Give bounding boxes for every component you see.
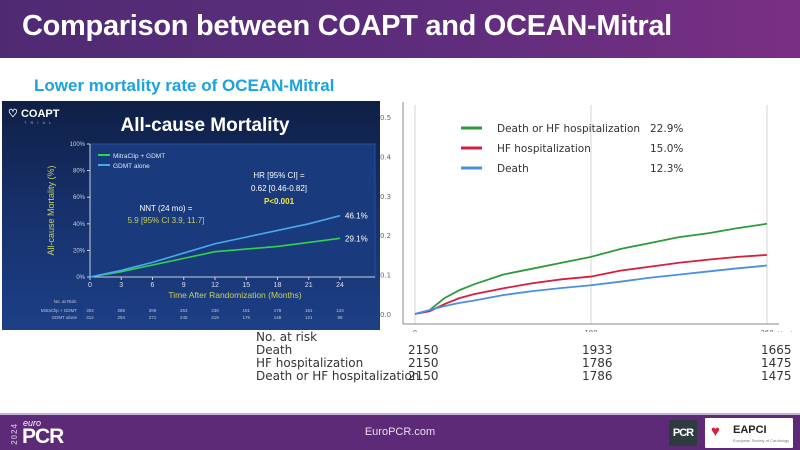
eapci-logo: ♥ EAPCI European Society of Cardiology bbox=[705, 418, 793, 448]
x-tick-label: 180 bbox=[584, 329, 597, 332]
coapt-chart-svg: 0% 20% 40% 60% 80% 100% 0 3 6 9 12 15 18 21 24 Time Aft… bbox=[41, 142, 376, 320]
risk-cell: 88 bbox=[337, 315, 343, 320]
x-tick-label: 6 bbox=[151, 282, 155, 289]
heart-check-icon: ♡ bbox=[8, 108, 18, 120]
x-axis-label: Time After Randomization (Months) bbox=[168, 290, 302, 300]
y-tick-label: 0% bbox=[76, 275, 85, 281]
risk-cell: 2150 bbox=[408, 356, 439, 370]
risk-cell: 253 bbox=[180, 308, 188, 313]
risk-row-label: GDMT alone bbox=[52, 315, 78, 320]
risk-cell: 191 bbox=[242, 308, 250, 313]
europcr-pcr: PCR bbox=[22, 425, 64, 448]
legend-label: Death bbox=[497, 163, 529, 175]
y-tick-label: 0.1 bbox=[380, 272, 391, 280]
x-axis-unit: (days) bbox=[777, 331, 793, 332]
y-axis-label: All-cause Mortality (%) bbox=[46, 165, 56, 255]
risk-cell: 176 bbox=[242, 315, 250, 320]
ocean-chart-svg: 0 180 360 (days) 0.0 0.1 0.2 0.3 0.4 0.5 Death or … bbox=[380, 102, 793, 332]
eapci-text: EAPCI bbox=[733, 424, 767, 436]
y-tick-label: 40% bbox=[73, 222, 86, 228]
y-tick-label: 0.2 bbox=[380, 232, 391, 240]
x-tick-label: 18 bbox=[274, 282, 282, 289]
plot-area bbox=[89, 143, 376, 278]
risk-cell: 286 bbox=[117, 308, 125, 313]
risk-cell: 1475 bbox=[761, 369, 792, 383]
end-label-mitraclip: 29.1% bbox=[345, 234, 368, 243]
heart-icon: ♥ bbox=[711, 423, 720, 440]
nnt-annotation: NNT (24 mo) = bbox=[140, 204, 193, 213]
risk-cell: 1475 bbox=[761, 356, 792, 370]
header-bar: Comparison between COAPT and OCEAN-Mitra… bbox=[0, 0, 800, 58]
coapt-chart-panel: ♡ COAPT TRIAL All-cause Mortality 0% 20% 4… bbox=[2, 101, 380, 330]
coapt-logo: ♡ COAPT TRIAL bbox=[8, 107, 59, 125]
risk-header-label: No. at risk bbox=[256, 330, 318, 344]
risk-cell: 219 bbox=[211, 315, 219, 320]
legend-label: GDMT alone bbox=[113, 163, 150, 170]
end-label-gdmt: 46.1% bbox=[345, 212, 368, 221]
footer-bar: 2024 euro PCR EuroPCR.com PCR ♥ EAPCI Eu… bbox=[0, 413, 800, 450]
legend-label: HF hospitalization bbox=[497, 143, 591, 155]
y-tick-label: 0.5 bbox=[380, 114, 391, 122]
nnt-ci-annotation: 5.9 [95% CI 3.9, 11.7] bbox=[128, 216, 205, 225]
slide-subtitle: Lower mortality rate of OCEAN-Mitral bbox=[34, 76, 335, 95]
y-tick-label: 80% bbox=[73, 169, 86, 175]
risk-cell: 236 bbox=[211, 308, 219, 313]
footer-url[interactable]: EuroPCR.com bbox=[364, 426, 436, 438]
legend-value: 15.0% bbox=[650, 143, 683, 155]
risk-cell: 312 bbox=[86, 315, 94, 320]
risk-header: No. at Risk: bbox=[54, 299, 77, 304]
x-tick-label: 24 bbox=[336, 282, 344, 289]
x-tick-label: 3 bbox=[119, 282, 123, 289]
y-tick-label: 100% bbox=[70, 142, 86, 148]
risk-cell: 302 bbox=[86, 308, 94, 313]
x-tick-label: 0 bbox=[413, 329, 417, 332]
legend-value: 12.3% bbox=[650, 163, 683, 175]
eapci-subtext: European Society of Cardiology bbox=[733, 438, 790, 443]
risk-row-label: HF hospitalization bbox=[256, 356, 364, 370]
risk-row-label: Death bbox=[256, 343, 293, 357]
y-tick-label: 60% bbox=[73, 195, 86, 201]
legend-label: Death or HF hospitalization bbox=[497, 123, 640, 135]
slide-title: Comparison between COAPT and OCEAN-Mitra… bbox=[22, 10, 672, 42]
risk-cell: 1933 bbox=[582, 343, 613, 357]
risk-cell: 1665 bbox=[761, 343, 792, 357]
x-tick-label: 15 bbox=[242, 282, 250, 289]
y-tick-label: 0.3 bbox=[380, 193, 391, 201]
risk-cell: 1786 bbox=[582, 356, 613, 370]
risk-cell: 294 bbox=[117, 315, 125, 320]
legend-label: MitraClip + GDMT bbox=[113, 153, 165, 160]
x-tick-label: 21 bbox=[305, 282, 313, 289]
ocean-mitral-chart: 0 180 360 (days) 0.0 0.1 0.2 0.3 0.4 0.5 Death or … bbox=[378, 100, 800, 332]
risk-cell: 1786 bbox=[582, 369, 613, 383]
coapt-chart-title: All-cause Mortality bbox=[120, 115, 290, 136]
risk-row-label: MitraClip + GDMT bbox=[41, 308, 77, 313]
legend-value: 22.9% bbox=[650, 123, 683, 135]
risk-cell: 178 bbox=[274, 308, 282, 313]
y-tick-label: 0.4 bbox=[380, 153, 392, 161]
europcr-euro: euro bbox=[23, 418, 42, 428]
x-tick-label: 12 bbox=[211, 282, 219, 289]
pcr-badge-logo: PCR bbox=[669, 420, 697, 446]
risk-cell: 271 bbox=[149, 315, 157, 320]
risk-cell: 124 bbox=[336, 308, 344, 313]
risk-cell: 269 bbox=[149, 308, 157, 313]
p-value-annotation: P<0.001 bbox=[264, 197, 295, 206]
risk-cell: 245 bbox=[180, 315, 188, 320]
coapt-logo-subtext: TRIAL bbox=[24, 120, 56, 125]
x-tick-label: 360 bbox=[760, 329, 773, 332]
coapt-logo-text: COAPT bbox=[20, 108, 60, 120]
hr-annotation: HR [95% CI] = bbox=[253, 171, 305, 180]
risk-cell: 2150 bbox=[408, 369, 439, 383]
risk-cell: 2150 bbox=[408, 343, 439, 357]
risk-cell: 148 bbox=[274, 315, 282, 320]
y-tick-label: 20% bbox=[73, 248, 86, 254]
risk-row-label: Death or HF hospitalization bbox=[256, 369, 420, 383]
risk-cell: 121 bbox=[305, 315, 313, 320]
y-tick-label: 0.0 bbox=[380, 311, 391, 319]
hr-ci-annotation: 0.62 [0.46-0.82] bbox=[251, 184, 307, 193]
x-tick-label: 9 bbox=[182, 282, 186, 289]
x-tick-label: 0 bbox=[88, 282, 92, 289]
risk-cell: 161 bbox=[305, 308, 313, 313]
